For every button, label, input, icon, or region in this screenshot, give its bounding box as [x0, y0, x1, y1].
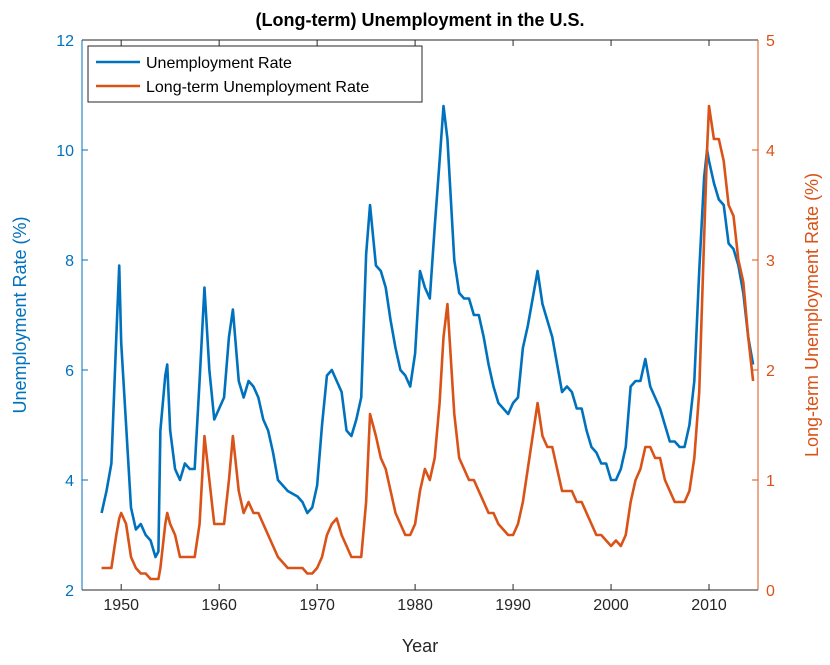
- x-tick-label: 1950: [103, 597, 139, 614]
- y-tick-label: 8: [65, 253, 74, 270]
- series-line: [101, 104, 755, 581]
- x-tick-label: 2010: [691, 597, 727, 614]
- legend-box: [87, 45, 423, 103]
- legend-label: Long-term Unemployment Rate: [146, 79, 369, 96]
- chart-title: (Long-term) Unemployment in the U.S.: [255, 10, 584, 30]
- x-tick-label: 2000: [593, 597, 629, 614]
- legend-label: Unemployment Rate: [146, 55, 292, 72]
- y2-tick-label: 2: [766, 363, 775, 380]
- y2-tick-label: 3: [766, 253, 775, 270]
- y2-tick-label: 1: [766, 473, 775, 490]
- y-tick-label: 12: [56, 33, 74, 50]
- y2-tick-label: 0: [766, 583, 775, 600]
- y2-axis-label: Long-term Unemployment Rate (%): [802, 173, 822, 457]
- legend: Unemployment Rate Long-term Unemployment …: [87, 45, 423, 103]
- y-tick-label: 6: [65, 363, 74, 380]
- x-axis-label: Year: [402, 636, 438, 656]
- y-tick-label: 10: [56, 143, 74, 160]
- y2-tick-label: 5: [766, 33, 775, 50]
- series-line: [100, 104, 755, 559]
- y-axis-label: Unemployment Rate (%): [10, 216, 30, 413]
- y-tick-label: 2: [65, 583, 74, 600]
- x-tick-label: 1960: [201, 597, 237, 614]
- x-tick-label: 1980: [397, 597, 433, 614]
- y2-tick-label: 4: [766, 143, 775, 160]
- y-tick-label: 4: [65, 473, 74, 490]
- x-tick-label: 1990: [495, 597, 531, 614]
- x-tick-label: 1970: [299, 597, 335, 614]
